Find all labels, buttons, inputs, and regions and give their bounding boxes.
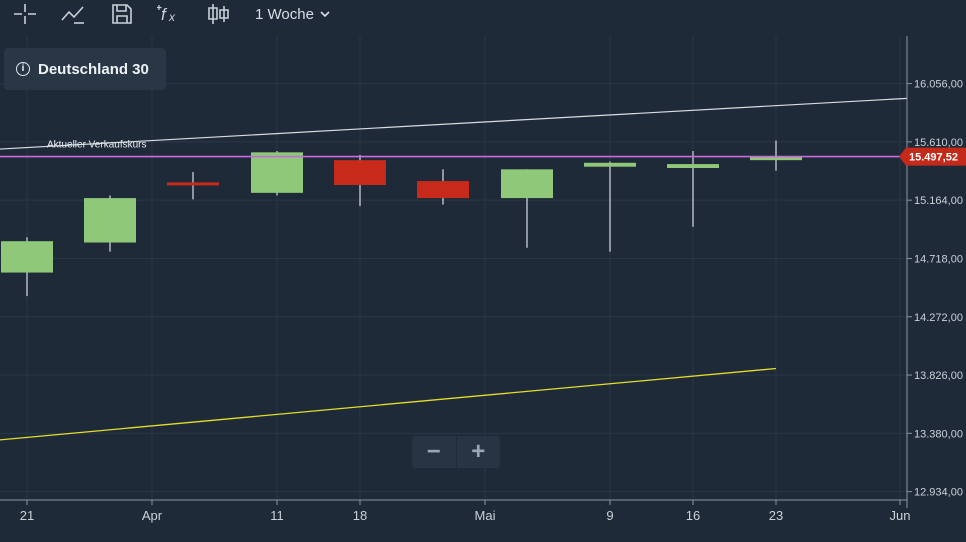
chevron-down-icon [320,11,330,18]
candle [1,237,53,297]
candle [167,171,219,200]
interval-selector[interactable]: 1 Woche [255,4,330,24]
candle-body [251,152,303,193]
candle [584,161,636,252]
x-tick-label: Jun [890,508,911,523]
candle-body [584,162,636,167]
candle-body [417,181,469,199]
zoom-controls: − + [412,436,500,468]
y-axis-ticks: 16.056,00 15.610,00 15.164,00 14.718,00 14.2… [907,79,963,499]
interval-label: 1 Woche [255,5,314,23]
candle-body [501,169,553,199]
zoom-divider [455,436,457,468]
candle [501,169,553,248]
candle-body [667,164,719,169]
candle [750,140,802,171]
x-tick-label: 18 [353,508,367,523]
trend-line-lower [0,367,777,441]
y-tick-label: 15.164,00 [914,195,963,207]
current-price-badge: 15.497,52 [899,147,966,166]
chart-type-candlestick-icon[interactable] [206,2,232,26]
y-tick-label: 13.380,00 [914,428,963,440]
y-tick-label: 14.272,00 [914,312,963,324]
candle-body [750,156,802,161]
candle-body [1,241,53,273]
zoom-out-button[interactable]: − [426,438,441,465]
y-tick-label: 12.934,00 [914,487,963,499]
crosshair-icon[interactable] [12,2,38,26]
svg-text:f: f [161,5,168,24]
candle-body [334,160,386,186]
candles [1,140,802,297]
candle [417,169,469,205]
y-tick-label: 14.718,00 [914,253,963,265]
x-tick-label: Mai [475,508,496,523]
price-line-label: Aktueller Verkaufskurs [47,140,147,151]
x-tick-label: 9 [606,508,613,523]
chart-grid [0,36,907,500]
x-tick-label: 16 [686,508,700,523]
svg-text:x: x [168,10,176,24]
y-tick-label: 16.056,00 [914,79,963,91]
candle [667,151,719,227]
instrument-name: Deutschland 30 [38,60,149,78]
x-tick-label: 23 [769,508,783,523]
trend-line-upper [0,97,908,150]
y-tick-label: 15.610,00 [914,137,963,149]
candle [251,151,303,196]
info-icon[interactable]: i [16,62,30,76]
y-tick-label: 13.826,00 [914,370,963,382]
x-tick-label: 21 [20,508,34,523]
instrument-label[interactable]: i Deutschland 30 [4,48,166,90]
zoom-in-button[interactable]: + [471,438,486,465]
candle-body [84,198,136,243]
candle-body [167,182,219,186]
x-axis-ticks: 21 Apr 11 18 Mai 9 16 23 Jun [20,500,911,523]
current-price-label: 15.497,52 [909,152,958,164]
save-icon[interactable] [109,2,135,26]
trend-lines [0,97,908,441]
x-tick-label: Apr [142,508,163,523]
x-tick-label: 11 [270,508,284,523]
trend-line-icon[interactable] [60,2,86,26]
candle [334,154,386,206]
candle [84,195,136,252]
